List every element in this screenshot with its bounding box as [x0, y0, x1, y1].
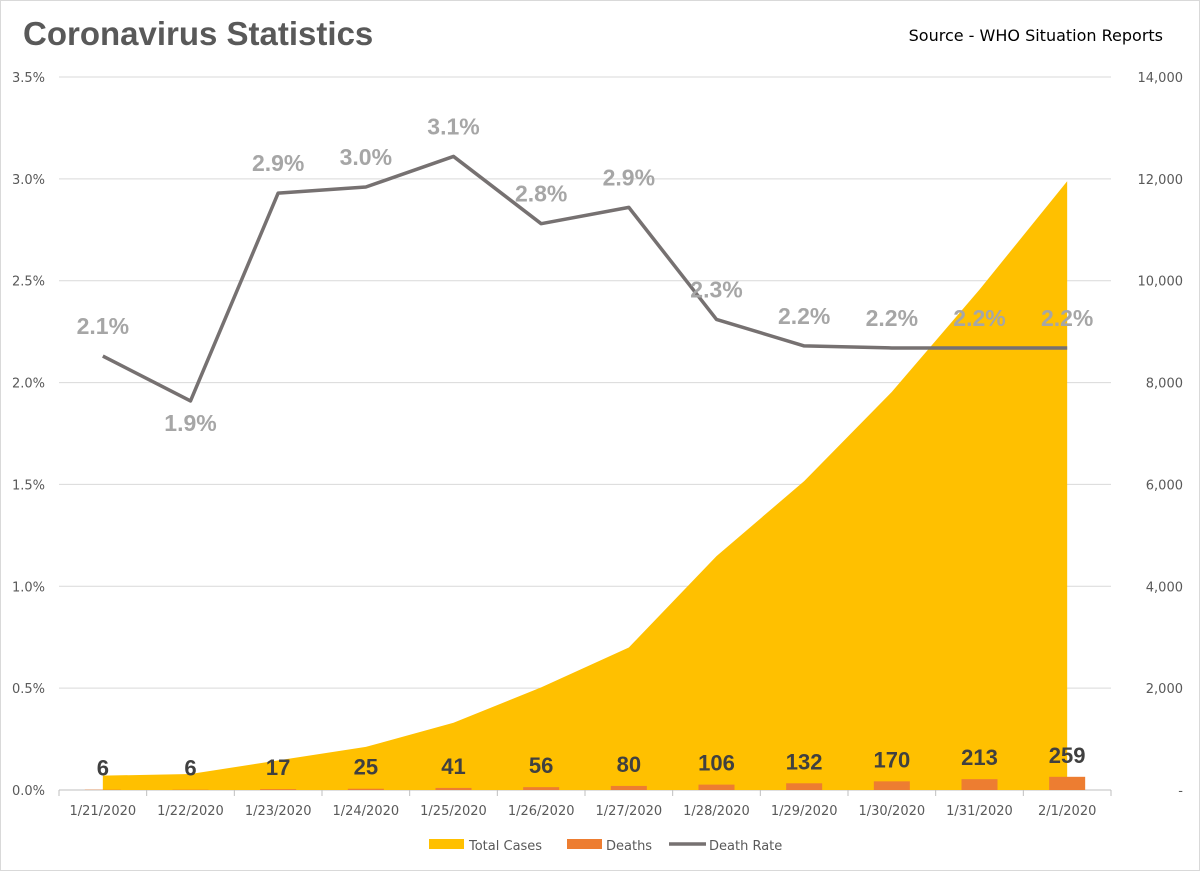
deaths-bar: [435, 787, 472, 790]
x-axis-tick-label: 1/30/2020: [858, 804, 925, 819]
right-axis-tick-label: 4,000: [1146, 580, 1183, 595]
left-axis-tick-label: 1.0%: [12, 580, 45, 595]
deaths-data-label: 80: [617, 752, 641, 777]
death-rate-data-label: 1.9%: [164, 410, 216, 436]
left-axis-tick-label: 0.0%: [12, 784, 45, 799]
deaths-data-label: 17: [266, 755, 290, 780]
left-axis-tick-label: 0.5%: [12, 682, 45, 697]
left-axis-tick-label: 1.5%: [12, 478, 45, 493]
deaths-bar: [698, 784, 735, 790]
right-axis-tick-label: 14,000: [1138, 71, 1184, 86]
right-axis-tick-label: -: [1178, 784, 1183, 799]
deaths-bar: [1049, 776, 1086, 790]
deaths-data-label: 25: [354, 755, 378, 780]
death-rate-data-label: 2.9%: [252, 150, 304, 176]
left-axis-tick-label: 2.0%: [12, 377, 45, 392]
death-rate-data-label: 3.1%: [427, 113, 479, 139]
deaths-bar: [873, 781, 910, 790]
legend-total-cases-swatch: [429, 839, 464, 849]
x-axis-tick-label: 1/23/2020: [245, 804, 312, 819]
death-rate-data-label: 2.3%: [690, 276, 742, 302]
legend-total-cases-label: Total Cases: [468, 839, 542, 854]
deaths-bar: [347, 788, 384, 790]
x-axis-tick-label: 1/31/2020: [946, 804, 1013, 819]
x-axis-tick-label: 1/24/2020: [332, 804, 399, 819]
right-axis-tick-label: 2,000: [1146, 682, 1183, 697]
x-axis-tick-label: 2/1/2020: [1038, 804, 1096, 819]
deaths-bar: [260, 789, 297, 790]
x-axis-tick-label: 1/27/2020: [595, 804, 662, 819]
deaths-data-label: 106: [698, 751, 735, 776]
death-rate-data-label: 2.1%: [77, 313, 129, 339]
legend-deaths-swatch: [567, 839, 602, 849]
deaths-data-label: 213: [961, 745, 998, 770]
deaths-bar: [961, 779, 998, 790]
deaths-data-label: 170: [873, 747, 910, 772]
x-axis-tick-label: 1/21/2020: [69, 804, 136, 819]
death-rate-data-label: 2.2%: [778, 303, 830, 329]
legend-deaths-label: Deaths: [606, 839, 652, 854]
left-axis-tick-label: 3.5%: [12, 71, 45, 86]
deaths-bar: [786, 783, 823, 790]
deaths-data-label: 41: [441, 754, 465, 779]
legend-death-rate-label: Death Rate: [709, 839, 782, 854]
x-axis-tick-label: 1/22/2020: [157, 804, 224, 819]
right-axis-tick-label: 12,000: [1138, 173, 1184, 188]
source-note: Source - WHO Situation Reports: [908, 26, 1163, 45]
right-axis-tick-label: 8,000: [1146, 377, 1183, 392]
deaths-data-label: 6: [97, 756, 109, 781]
left-axis-tick-label: 3.0%: [12, 173, 45, 188]
deaths-data-label: 6: [184, 756, 196, 781]
right-axis-tick-label: 10,000: [1138, 275, 1184, 290]
death-rate-data-label: 2.2%: [953, 305, 1005, 331]
total-cases-area: [102, 181, 1068, 790]
left-axis-tick-label: 2.5%: [12, 275, 45, 290]
death-rate-data-label: 2.8%: [515, 181, 567, 207]
x-axis-tick-label: 1/26/2020: [508, 804, 575, 819]
death-rate-line: [102, 154, 1068, 403]
death-rate-data-label: 2.2%: [1041, 305, 1093, 331]
x-axis-tick-label: 1/25/2020: [420, 804, 487, 819]
death-rate-data-label: 2.2%: [866, 305, 918, 331]
deaths-data-label: 259: [1049, 743, 1086, 768]
deaths-bar: [523, 787, 560, 790]
deaths-data-label: 132: [786, 749, 823, 774]
death-rate-data-label: 2.9%: [603, 164, 655, 190]
deaths-bar: [610, 785, 647, 790]
chart-title: Coronavirus Statistics: [23, 15, 374, 52]
right-axis-tick-label: 6,000: [1146, 478, 1183, 493]
deaths-data-label: 56: [529, 753, 553, 778]
x-axis-tick-label: 1/28/2020: [683, 804, 750, 819]
x-axis-tick-label: 1/29/2020: [771, 804, 838, 819]
death-rate-data-label: 3.0%: [340, 144, 392, 170]
